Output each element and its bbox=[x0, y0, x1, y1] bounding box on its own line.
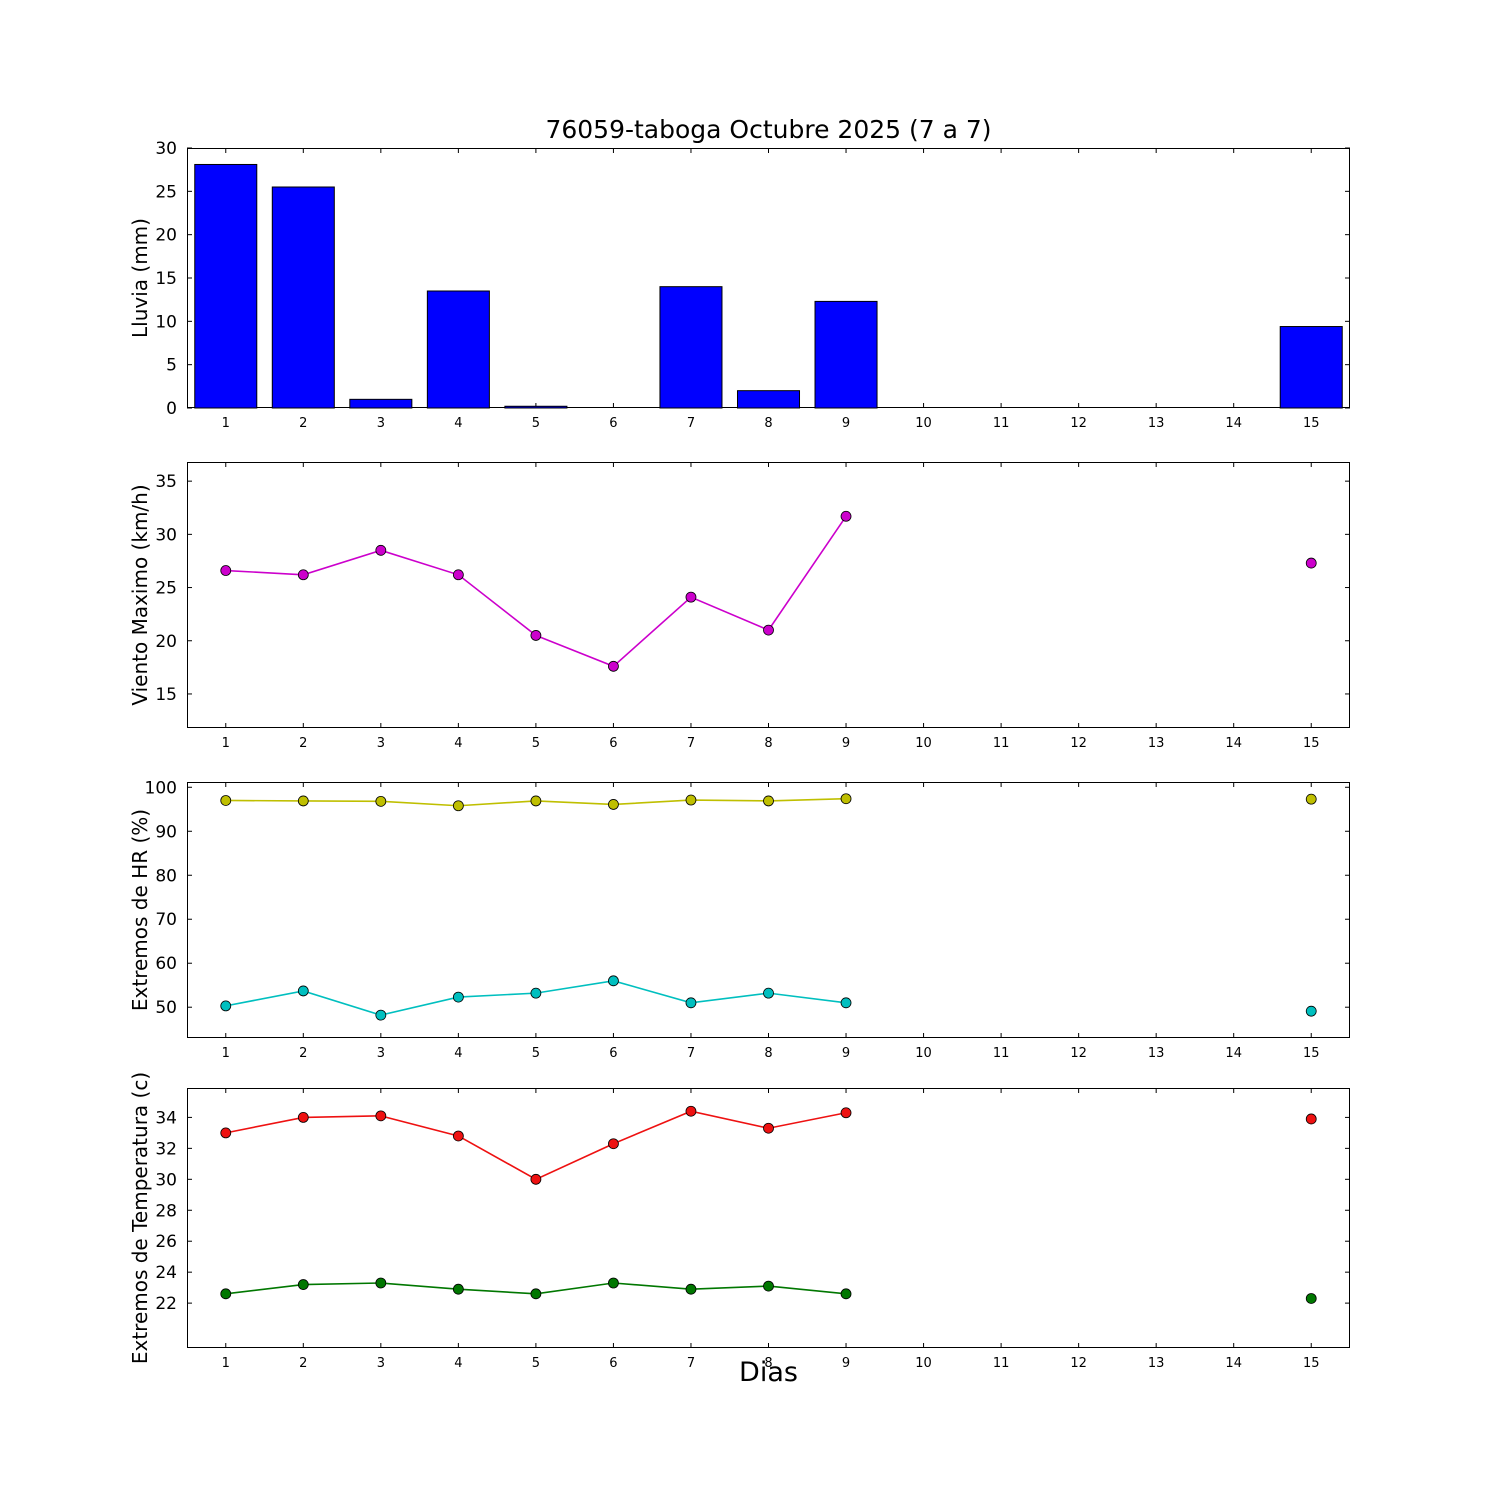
svg-text:1: 1 bbox=[222, 416, 230, 431]
svg-text:6: 6 bbox=[609, 416, 617, 431]
chart-title: 76059-taboga Octubre 2025 (7 a 7) bbox=[545, 115, 992, 144]
svg-text:1: 1 bbox=[222, 1356, 230, 1371]
svg-text:8: 8 bbox=[764, 736, 772, 751]
svg-text:32: 32 bbox=[155, 1139, 177, 1159]
svg-text:7: 7 bbox=[687, 1046, 695, 1061]
svg-text:14: 14 bbox=[1225, 416, 1242, 431]
svg-text:14: 14 bbox=[1225, 1046, 1242, 1061]
svg-text:5: 5 bbox=[532, 736, 540, 751]
svg-text:7: 7 bbox=[687, 1356, 695, 1371]
svg-text:15: 15 bbox=[1303, 736, 1320, 751]
svg-text:13: 13 bbox=[1148, 1046, 1165, 1061]
svg-text:28: 28 bbox=[155, 1201, 177, 1221]
svg-text:10: 10 bbox=[155, 312, 177, 332]
svg-text:7: 7 bbox=[687, 736, 695, 751]
svg-text:1: 1 bbox=[222, 1046, 230, 1061]
svg-text:5: 5 bbox=[532, 1046, 540, 1061]
svg-text:6: 6 bbox=[609, 1356, 617, 1371]
svg-text:12: 12 bbox=[1070, 1356, 1087, 1371]
svg-text:12: 12 bbox=[1070, 736, 1087, 751]
svg-text:20: 20 bbox=[155, 226, 177, 246]
svg-text:25: 25 bbox=[155, 579, 177, 599]
svg-text:11: 11 bbox=[993, 1356, 1010, 1371]
svg-text:14: 14 bbox=[1225, 1356, 1242, 1371]
svg-text:12: 12 bbox=[1070, 1046, 1087, 1061]
svg-text:30: 30 bbox=[155, 139, 177, 159]
svg-text:5: 5 bbox=[532, 1356, 540, 1371]
svg-text:3: 3 bbox=[377, 416, 385, 431]
svg-text:15: 15 bbox=[1303, 416, 1320, 431]
svg-text:35: 35 bbox=[155, 472, 177, 492]
svg-text:4: 4 bbox=[454, 1046, 462, 1061]
svg-text:13: 13 bbox=[1148, 1356, 1165, 1371]
svg-text:10: 10 bbox=[915, 1046, 932, 1061]
svg-text:4: 4 bbox=[454, 736, 462, 751]
svg-text:13: 13 bbox=[1148, 416, 1165, 431]
svg-text:10: 10 bbox=[915, 1356, 932, 1371]
svg-text:34: 34 bbox=[155, 1108, 177, 1128]
svg-text:4: 4 bbox=[454, 416, 462, 431]
svg-text:70: 70 bbox=[155, 910, 177, 930]
svg-text:100: 100 bbox=[145, 778, 177, 798]
svg-text:4: 4 bbox=[454, 1356, 462, 1371]
svg-text:11: 11 bbox=[993, 416, 1010, 431]
svg-text:15: 15 bbox=[1303, 1356, 1320, 1371]
svg-text:2: 2 bbox=[299, 1356, 307, 1371]
svg-text:2: 2 bbox=[299, 736, 307, 751]
svg-text:3: 3 bbox=[377, 1356, 385, 1371]
svg-text:9: 9 bbox=[842, 1356, 850, 1371]
svg-text:10: 10 bbox=[915, 736, 932, 751]
svg-text:30: 30 bbox=[155, 525, 177, 545]
svg-text:15: 15 bbox=[155, 685, 177, 705]
svg-text:6: 6 bbox=[609, 736, 617, 751]
svg-text:3: 3 bbox=[377, 1046, 385, 1061]
svg-text:3: 3 bbox=[377, 736, 385, 751]
svg-text:30: 30 bbox=[155, 1170, 177, 1190]
svg-text:12: 12 bbox=[1070, 416, 1087, 431]
svg-text:13: 13 bbox=[1148, 736, 1165, 751]
svg-text:90: 90 bbox=[155, 822, 177, 842]
svg-text:24: 24 bbox=[155, 1263, 177, 1283]
svg-text:60: 60 bbox=[155, 954, 177, 974]
svg-text:10: 10 bbox=[915, 416, 932, 431]
svg-text:14: 14 bbox=[1225, 736, 1242, 751]
svg-text:5: 5 bbox=[166, 356, 177, 376]
svg-text:20: 20 bbox=[155, 632, 177, 652]
svg-text:15: 15 bbox=[155, 269, 177, 289]
svg-text:1: 1 bbox=[222, 736, 230, 751]
svg-text:0: 0 bbox=[166, 399, 177, 419]
svg-text:11: 11 bbox=[993, 1046, 1010, 1061]
svg-text:9: 9 bbox=[842, 1046, 850, 1061]
svg-text:8: 8 bbox=[764, 1356, 772, 1371]
svg-text:50: 50 bbox=[155, 998, 177, 1018]
ylabel-extremos-temperatura: Extremos de Temperatura (c) bbox=[128, 1071, 152, 1365]
svg-text:22: 22 bbox=[155, 1294, 177, 1314]
svg-text:26: 26 bbox=[155, 1232, 177, 1252]
svg-text:25: 25 bbox=[155, 182, 177, 202]
svg-text:15: 15 bbox=[1303, 1046, 1320, 1061]
svg-text:2: 2 bbox=[299, 416, 307, 431]
svg-text:5: 5 bbox=[532, 416, 540, 431]
xlabel-dias: Dias bbox=[739, 1357, 798, 1388]
svg-text:8: 8 bbox=[764, 416, 772, 431]
svg-text:8: 8 bbox=[764, 1046, 772, 1061]
svg-text:9: 9 bbox=[842, 416, 850, 431]
svg-text:9: 9 bbox=[842, 736, 850, 751]
svg-text:2: 2 bbox=[299, 1046, 307, 1061]
svg-text:6: 6 bbox=[609, 1046, 617, 1061]
svg-text:7: 7 bbox=[687, 416, 695, 431]
svg-text:80: 80 bbox=[155, 866, 177, 886]
svg-text:11: 11 bbox=[993, 736, 1010, 751]
